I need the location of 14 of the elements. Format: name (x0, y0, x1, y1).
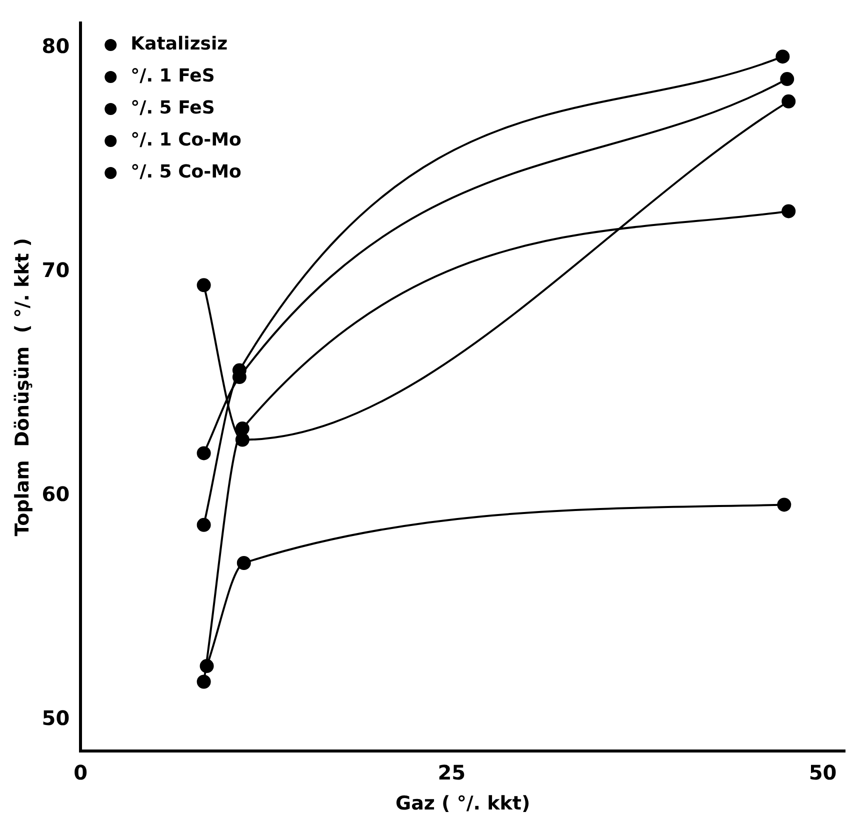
legend-label: °/. 1 FeS (130, 66, 215, 87)
legend-label: °/. 1 Co-Mo (130, 130, 242, 151)
y-tick-label: 60 (42, 482, 70, 506)
legend-label: °/. 5 FeS (130, 98, 215, 119)
legend-label: Katalizsiz (130, 34, 228, 55)
x-tick-label: 25 (438, 760, 466, 784)
y-axis-title: Toplam Dönüşüm ( °/. kkt ) (11, 238, 34, 536)
y-tick-label: 70 (42, 258, 70, 282)
x-tick-label: 50 (808, 760, 837, 784)
x-axis-title: Gaz ( °/. kkt) (395, 792, 530, 815)
x-tick-label: 0 (74, 760, 88, 784)
y-tick-label: 50 (42, 706, 70, 730)
y-tick-label: 80 (42, 34, 70, 58)
legend-label: °/. 5 Co-Mo (130, 162, 242, 183)
